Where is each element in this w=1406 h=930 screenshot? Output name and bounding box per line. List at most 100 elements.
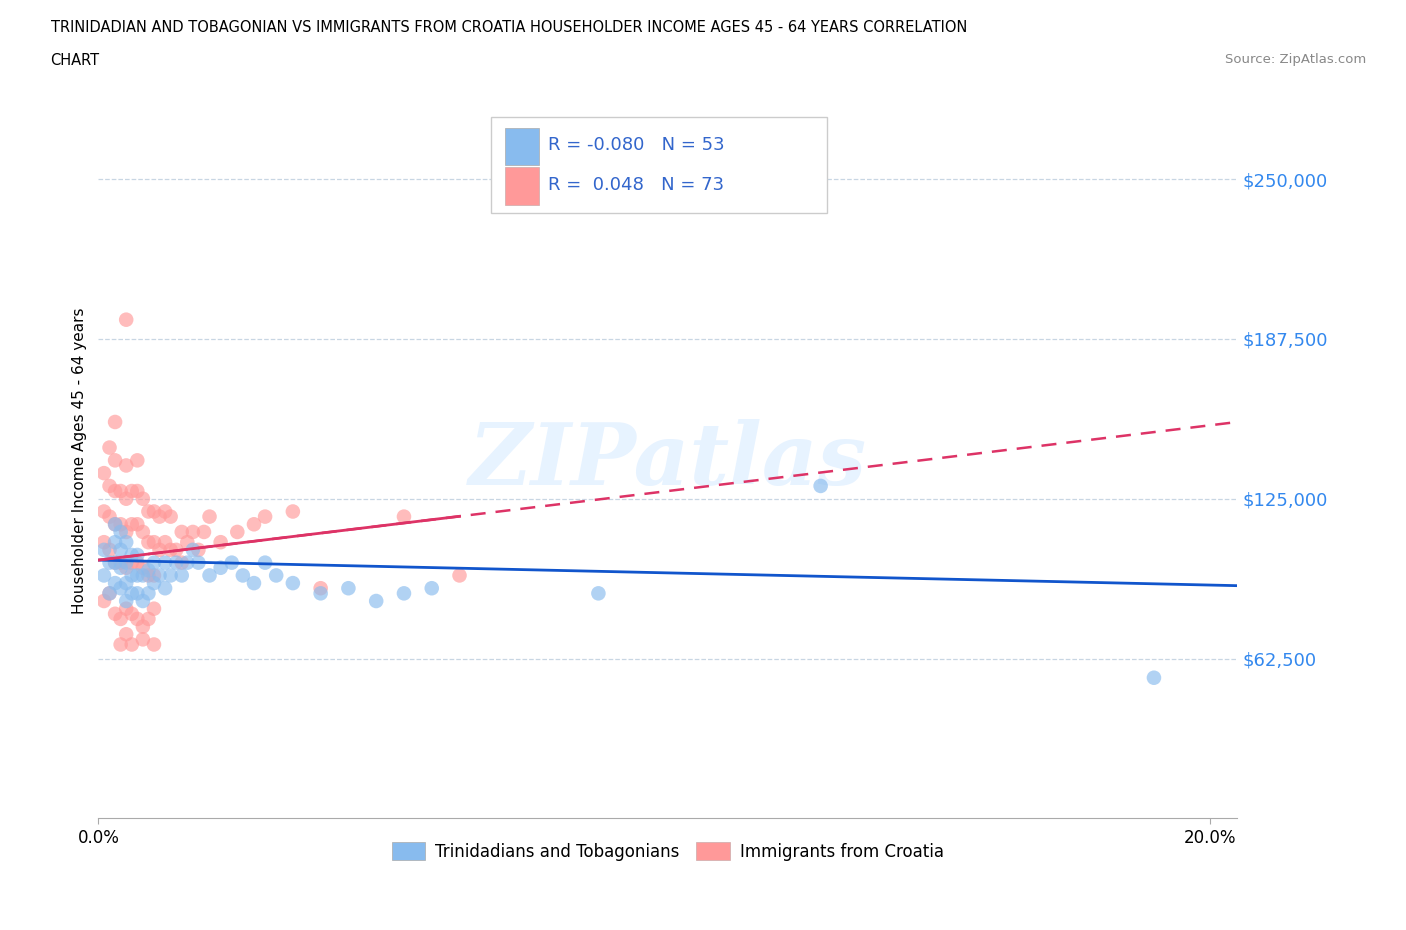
FancyBboxPatch shape: [491, 116, 827, 213]
Point: [93, 466, 115, 481]
Bar: [505, 128, 538, 166]
Point: [127, 568, 149, 583]
Point: [170, 568, 193, 583]
Point: [132, 593, 155, 608]
Point: [110, 612, 132, 627]
Point: [104, 453, 127, 468]
Point: [138, 568, 160, 583]
Point: [115, 491, 138, 506]
Y-axis label: Householder Income Ages 45 - 64 years: Householder Income Ages 45 - 64 years: [72, 307, 87, 614]
Text: ZIPatlas: ZIPatlas: [468, 418, 868, 502]
Point: [121, 637, 143, 652]
Point: [337, 580, 360, 596]
Point: [115, 602, 138, 617]
Point: [127, 612, 149, 627]
Point: [143, 637, 166, 652]
Point: [121, 586, 143, 601]
Point: [810, 479, 832, 494]
Point: [104, 555, 127, 570]
Point: [170, 555, 193, 570]
Point: [115, 458, 138, 472]
Point: [366, 593, 388, 608]
Bar: [505, 167, 538, 205]
Point: [121, 484, 143, 498]
Point: [104, 517, 127, 532]
Point: [254, 555, 277, 570]
Point: [243, 576, 266, 591]
Point: [104, 415, 127, 430]
Point: [138, 535, 160, 550]
Point: [153, 555, 176, 570]
Point: [98, 586, 121, 601]
Point: [198, 510, 221, 525]
Point: [143, 535, 166, 550]
Point: [176, 555, 198, 570]
Text: CHART: CHART: [51, 53, 100, 68]
Point: [148, 542, 170, 557]
Point: [110, 555, 132, 570]
Point: [110, 484, 132, 498]
Point: [110, 525, 132, 539]
Legend: Trinidadians and Tobagonians, Immigrants from Croatia: Trinidadians and Tobagonians, Immigrants…: [385, 835, 950, 868]
Point: [138, 563, 160, 578]
Point: [143, 555, 166, 570]
Point: [132, 491, 155, 506]
Point: [138, 586, 160, 601]
Point: [198, 568, 221, 583]
Point: [127, 555, 149, 570]
Text: R = -0.080   N = 53: R = -0.080 N = 53: [548, 137, 725, 154]
Point: [115, 560, 138, 575]
Point: [115, 627, 138, 642]
Point: [132, 560, 155, 575]
Point: [98, 510, 121, 525]
Point: [132, 525, 155, 539]
Point: [104, 576, 127, 591]
Point: [209, 560, 232, 575]
Point: [588, 586, 610, 601]
Point: [127, 517, 149, 532]
Point: [93, 504, 115, 519]
Point: [187, 542, 209, 557]
Point: [115, 525, 138, 539]
Point: [127, 453, 149, 468]
Point: [159, 542, 181, 557]
Point: [104, 606, 127, 621]
Point: [143, 576, 166, 591]
Point: [104, 517, 127, 532]
Point: [449, 568, 471, 583]
Point: [153, 535, 176, 550]
Point: [104, 555, 127, 570]
Point: [392, 586, 415, 601]
Point: [143, 602, 166, 617]
Point: [159, 568, 181, 583]
Point: [127, 548, 149, 563]
Point: [121, 517, 143, 532]
Point: [226, 525, 249, 539]
Point: [98, 542, 121, 557]
Point: [121, 606, 143, 621]
Point: [132, 632, 155, 647]
Point: [138, 504, 160, 519]
Point: [165, 555, 187, 570]
Point: [153, 504, 176, 519]
Point: [121, 555, 143, 570]
Point: [98, 440, 121, 455]
Point: [232, 568, 254, 583]
Point: [104, 484, 127, 498]
Point: [98, 586, 121, 601]
Point: [127, 484, 149, 498]
Point: [243, 517, 266, 532]
Point: [187, 555, 209, 570]
Point: [254, 510, 277, 525]
Point: [148, 510, 170, 525]
Point: [181, 525, 204, 539]
Point: [181, 542, 204, 557]
Point: [209, 535, 232, 550]
Point: [93, 568, 115, 583]
Point: [115, 312, 138, 327]
Point: [110, 560, 132, 575]
Point: [98, 479, 121, 494]
Point: [281, 576, 304, 591]
Text: Source: ZipAtlas.com: Source: ZipAtlas.com: [1226, 53, 1367, 66]
Point: [93, 542, 115, 557]
